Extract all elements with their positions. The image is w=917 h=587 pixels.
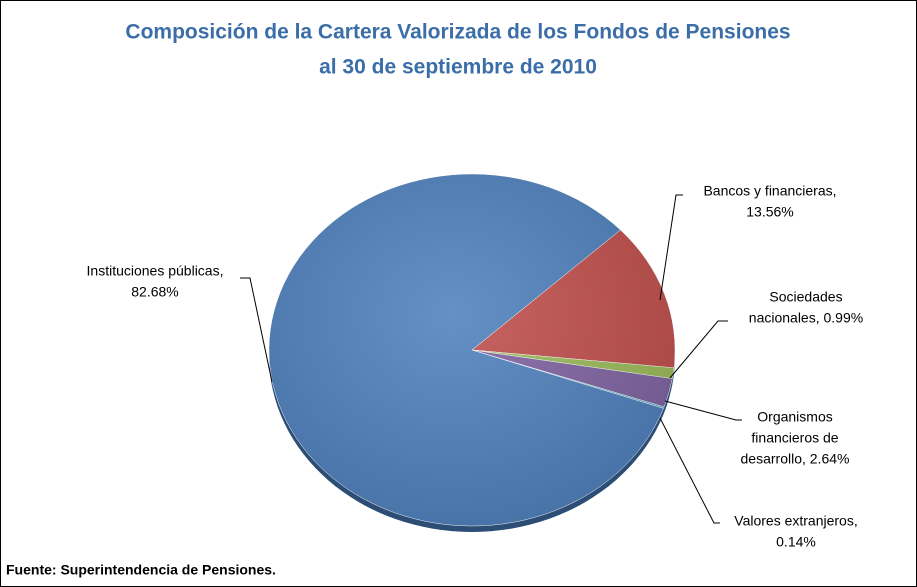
data-label: nacionales, 0.99% <box>749 310 863 326</box>
data-label: financieros de <box>751 430 838 446</box>
chart-title: Composición de la Cartera Valorizada de … <box>125 21 790 44</box>
leader-line <box>664 400 742 421</box>
leader-line <box>669 320 728 379</box>
data-label: 0.14% <box>776 534 816 550</box>
data-label: Valores extranjeros, <box>734 513 857 529</box>
leader-line <box>240 277 273 383</box>
data-label: Instituciones públicas, <box>87 263 224 279</box>
data-label: desarrollo, 2.64% <box>741 451 850 467</box>
chart-title: al 30 de septiembre de 2010 <box>319 56 597 79</box>
data-label: Sociedades <box>769 289 842 305</box>
data-label: Organismos <box>757 409 832 425</box>
data-label: Bancos y financieras, <box>703 183 836 199</box>
data-label: 13.56% <box>746 204 793 220</box>
leader-line <box>659 417 720 524</box>
leader-line <box>659 194 683 301</box>
data-label: 82.68% <box>131 284 178 300</box>
source: Fuente: Superintendencia de Pensiones. <box>6 562 276 578</box>
